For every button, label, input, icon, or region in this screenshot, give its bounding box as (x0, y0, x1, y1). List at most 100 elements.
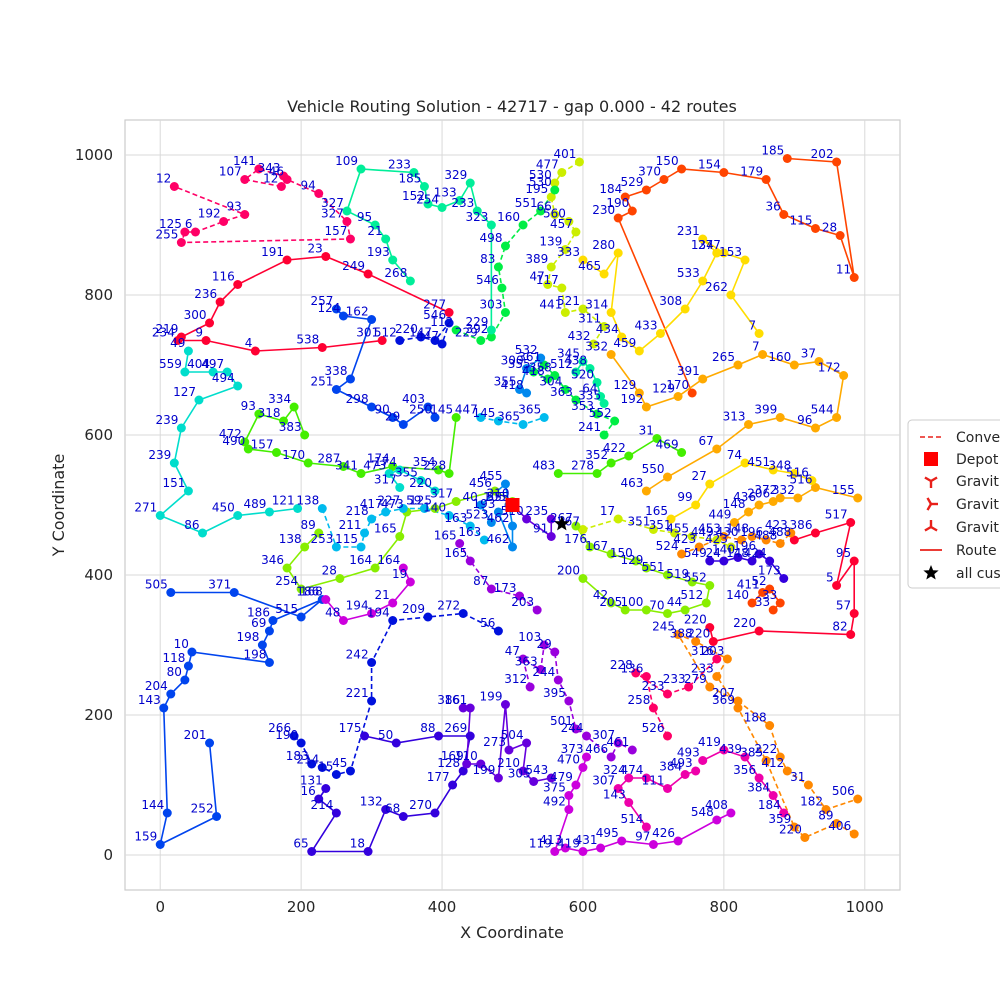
customer-point (493, 416, 503, 426)
customer-label: 365 (497, 410, 520, 424)
customer-label: 418 (501, 378, 524, 392)
x-tick-label: 800 (710, 898, 739, 916)
customer-label: 191 (261, 245, 284, 259)
customer-label: 462 (487, 532, 510, 546)
customer-label: 229 (465, 315, 488, 329)
customer-label: 495 (596, 826, 619, 840)
customer-point (229, 588, 239, 597)
customer-point (300, 430, 310, 440)
customer-point (631, 668, 641, 678)
customer-point (775, 493, 785, 503)
customer-label: 412 (761, 756, 784, 770)
route-line (286, 490, 513, 590)
customer-point (331, 808, 341, 818)
customer-label: 552 (589, 406, 612, 420)
customer-label: 303 (480, 298, 503, 312)
customer-label: 202 (811, 147, 834, 161)
customer-label: 24 (706, 546, 721, 560)
customer-label: 255 (155, 228, 178, 242)
customer-point (740, 255, 750, 265)
customer-point (546, 532, 556, 541)
depot-marker (505, 498, 520, 512)
customer-label: 188 (744, 711, 767, 725)
customer-label: 279 (684, 672, 707, 686)
legend-label: Conve (956, 430, 1000, 446)
customer-label: 129 (620, 553, 643, 567)
customer-point (388, 462, 398, 471)
customer-label: 519 (666, 567, 689, 581)
customer-point (423, 402, 433, 412)
customer-label: 373 (561, 742, 584, 756)
customer-label: 351 (628, 515, 651, 529)
customer-label: 533 (677, 266, 700, 280)
customer-label: 103 (518, 630, 541, 644)
customer-label: 245 (652, 620, 675, 634)
customer-label: 461 (606, 735, 629, 749)
customer-label: 434 (596, 322, 619, 336)
customer-label: 327 (321, 207, 344, 221)
customer-point (543, 280, 553, 289)
customer-point (321, 252, 331, 261)
customer-point (398, 504, 408, 513)
route-line (708, 521, 856, 643)
customer-point (476, 500, 486, 510)
customer-point (624, 773, 634, 783)
customer-label: 278 (571, 459, 594, 473)
customer-label: 469 (656, 438, 679, 452)
customer-label: 363 (550, 385, 573, 399)
customer-label: 141 (233, 154, 256, 168)
customer-label: 359 (768, 812, 791, 826)
customer-point (321, 595, 331, 604)
customer-label: 406 (828, 819, 851, 833)
customer-point (765, 721, 775, 730)
customer-point (659, 175, 669, 184)
customer-point (486, 325, 496, 335)
customer-label: 307 (592, 774, 615, 788)
customer-label: 233 (642, 679, 665, 693)
customer-point (571, 780, 581, 790)
customer-point (518, 766, 528, 776)
customer-point (314, 189, 324, 198)
customer-label: 220 (687, 627, 710, 641)
customer-point (849, 829, 859, 839)
customer-label: 239 (148, 448, 171, 462)
customer-label: 5 (826, 571, 834, 585)
customer-point (419, 504, 429, 513)
customer-point (553, 675, 563, 685)
customer-point (684, 682, 694, 692)
customer-label: 31 (790, 770, 805, 784)
customer-point (345, 374, 355, 384)
customer-label: 134 (691, 238, 714, 252)
customer-label: 116 (212, 270, 235, 284)
customer-point (705, 623, 715, 632)
customer-label: 144 (141, 798, 164, 812)
customer-point (303, 458, 313, 468)
customer-point (550, 647, 560, 657)
customer-label: 131 (300, 774, 323, 788)
customer-point (553, 469, 563, 478)
customer-point (853, 794, 863, 804)
customer-label: 488 (768, 525, 791, 539)
customer-label: 6 (185, 217, 193, 231)
y-tick-label: 800 (84, 286, 113, 304)
customer-point (680, 770, 690, 779)
customer-point (705, 556, 715, 566)
customer-point (733, 360, 743, 370)
customer-point (620, 605, 630, 615)
customer-point (486, 332, 496, 342)
customer-point (338, 462, 348, 471)
customer-label: 19 (392, 567, 407, 581)
customer-point (381, 234, 391, 244)
customer-label: 334 (268, 392, 291, 406)
customer-point (367, 609, 377, 618)
customer-label: 455 (480, 469, 503, 483)
customer-point (434, 465, 444, 475)
customer-label: 472 (219, 427, 242, 441)
customer-label: 447 (455, 403, 478, 417)
customer-point (613, 514, 623, 524)
customer-point (691, 637, 701, 646)
customer-label: 271 (134, 501, 157, 515)
route-line (558, 437, 682, 475)
customer-label: 199 (480, 690, 503, 704)
customer-label: 40 (463, 490, 478, 504)
